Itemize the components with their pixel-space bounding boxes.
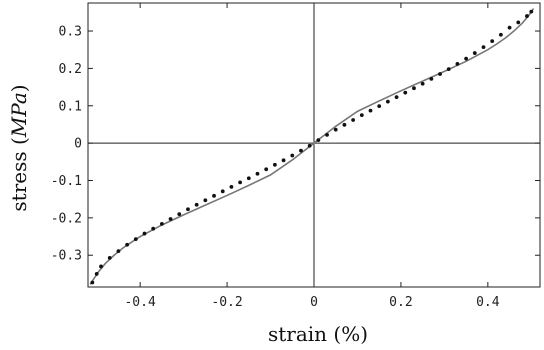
y-tick-label: 0.3	[59, 25, 82, 40]
data-point	[246, 176, 251, 181]
data-point	[498, 32, 503, 37]
data-point	[264, 167, 269, 172]
data-point	[385, 99, 390, 104]
data-point	[446, 67, 451, 72]
data-point	[229, 184, 234, 189]
data-point	[507, 25, 512, 30]
y-tick-label: 0.1	[59, 99, 82, 114]
y-axis-label: stress (MPa)	[7, 84, 31, 211]
y-tick-label: 0.2	[59, 62, 82, 77]
data-point	[159, 221, 164, 226]
data-point	[94, 272, 99, 276]
data-point	[168, 217, 173, 221]
data-point	[490, 39, 495, 44]
data-point	[455, 62, 460, 66]
data-point	[142, 231, 147, 236]
data-point	[203, 198, 208, 203]
data-point	[151, 226, 156, 231]
data-point	[429, 76, 434, 81]
data-point	[359, 113, 364, 118]
fit-curve	[89, 8, 535, 285]
data-point	[99, 264, 103, 269]
data-point	[394, 95, 399, 100]
x-tick-label: 0.4	[476, 295, 500, 310]
data-point	[125, 242, 130, 247]
x-tick-label: 0.2	[389, 295, 412, 310]
data-point	[307, 143, 312, 148]
data-point	[133, 237, 138, 242]
y-axis-label-main: stress (	[7, 137, 31, 211]
x-axis-label: strain (%)	[268, 322, 368, 346]
data-point	[525, 14, 529, 18]
x-tick-label: 0	[310, 295, 318, 310]
data-point	[220, 189, 225, 194]
data-point	[368, 108, 373, 113]
data-point	[351, 118, 356, 122]
y-tick-label: -0.2	[51, 211, 82, 226]
data-point	[333, 127, 338, 132]
x-tick-label: -0.4	[124, 295, 155, 310]
data-point	[238, 180, 243, 185]
data-point	[186, 207, 190, 212]
data-point	[438, 72, 442, 76]
data-point	[290, 153, 295, 158]
data-point	[281, 158, 286, 163]
data-point	[316, 138, 321, 143]
data-point	[107, 255, 112, 260]
y-tick-label: 0	[74, 137, 82, 152]
y-axis-label-close: )	[7, 84, 31, 92]
data-point	[377, 104, 382, 109]
y-tick-label: -0.1	[51, 174, 82, 189]
data-point	[481, 45, 486, 49]
data-point	[194, 202, 199, 207]
y-axis-label-unit: MPa	[7, 92, 31, 138]
data-point	[299, 148, 303, 153]
data-point	[420, 81, 425, 86]
data-point	[412, 86, 416, 91]
data-point	[342, 122, 347, 127]
y-tick-label: -0.3	[51, 249, 82, 264]
x-tick-label: -0.2	[211, 295, 242, 310]
data-point	[90, 280, 95, 285]
data-point	[212, 193, 216, 198]
data-point	[325, 133, 329, 137]
data-point	[464, 56, 469, 61]
data-point	[472, 51, 477, 55]
data-point	[177, 212, 182, 217]
data-point	[255, 171, 260, 176]
data-point	[272, 162, 277, 167]
data-point	[529, 9, 534, 14]
data-point	[403, 90, 408, 95]
data-point	[116, 249, 121, 254]
data-point	[516, 20, 521, 25]
